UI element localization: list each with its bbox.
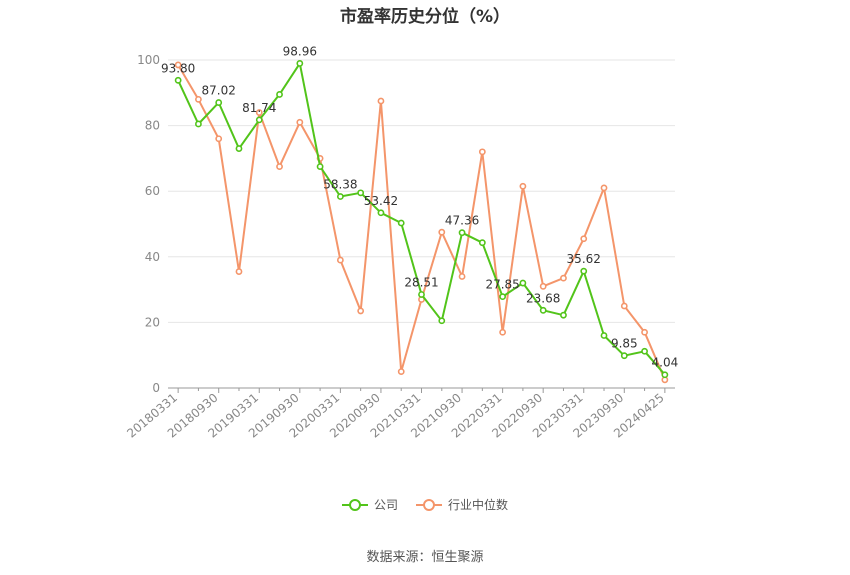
data-point	[397, 368, 405, 375]
legend-marker-company	[341, 498, 368, 512]
data-point	[641, 347, 648, 355]
data-point	[195, 120, 202, 128]
data-point	[357, 189, 365, 197]
data-point	[418, 291, 425, 298]
chart-title: 市盈率历史分位（%）	[339, 7, 511, 27]
data-label: 53.42	[364, 194, 398, 208]
data-label: 93.80	[161, 61, 195, 75]
legend-label-company: 公司	[373, 498, 398, 512]
y-tick-label: 80	[145, 119, 160, 133]
data-point	[276, 163, 283, 170]
data-point	[276, 91, 283, 98]
data-point	[458, 273, 466, 280]
data-point	[519, 182, 527, 190]
legend: 公司 行业中位数	[0, 496, 850, 513]
data-point	[296, 118, 304, 126]
y-tick-label: 60	[145, 184, 160, 198]
data-point	[580, 235, 588, 243]
data-point	[560, 274, 567, 282]
data-point	[478, 148, 486, 156]
data-point	[458, 229, 466, 237]
data-point	[336, 256, 344, 264]
data-label: 81.74	[242, 101, 276, 115]
data-label: 28.51	[404, 275, 438, 289]
data-point	[600, 184, 608, 192]
y-tick-label: 100	[137, 53, 160, 67]
data-point	[316, 163, 324, 170]
legend-marker-industry-median	[416, 498, 442, 512]
data-point	[600, 332, 608, 339]
data-point	[580, 267, 588, 275]
data-point	[235, 268, 243, 275]
data-point	[336, 193, 344, 200]
series-layer	[174, 60, 669, 384]
data-point	[357, 307, 365, 315]
data-label: 98.96	[283, 44, 317, 58]
legend-item-company[interactable]: 公司	[341, 496, 398, 513]
data-point	[539, 282, 547, 290]
data-point	[377, 209, 385, 217]
data-label: 4.04	[652, 356, 679, 370]
data-label-layer: 93.80 87.02 81.74 98.96 58.38 53.42 28.51 47.36…	[161, 44, 678, 369]
data-point	[641, 328, 648, 336]
data-point	[215, 99, 223, 106]
data-point	[661, 371, 669, 379]
data-point	[195, 95, 202, 103]
data-point	[499, 328, 507, 336]
grid-layer	[168, 59, 675, 323]
data-point	[377, 97, 385, 105]
data-point	[519, 279, 527, 287]
data-label: 9.85	[611, 337, 638, 351]
data-label: 35.62	[567, 252, 601, 266]
data-point	[620, 302, 628, 310]
data-point	[174, 76, 182, 84]
data-point	[539, 306, 547, 314]
data-point	[438, 228, 446, 236]
data-label: 23.68	[526, 291, 560, 305]
y-tick-label: 40	[145, 250, 160, 264]
data-point	[560, 311, 567, 319]
data-point	[438, 317, 446, 325]
data-label: 47.36	[445, 214, 479, 228]
data-point	[296, 60, 304, 67]
legend-label-industry-median: 行业中位数	[448, 498, 509, 512]
axis-layer: 0204060801002018033120180930201903312019…	[124, 53, 675, 441]
data-point	[499, 293, 507, 301]
data-point	[215, 135, 223, 143]
data-point	[255, 116, 263, 124]
data-point	[478, 239, 486, 247]
data-point	[174, 61, 182, 69]
data-point	[235, 145, 243, 152]
data-point	[620, 352, 628, 360]
data-point	[397, 219, 405, 227]
data-point	[255, 109, 263, 116]
legend-item-industry-median[interactable]: 行业中位数	[416, 496, 508, 513]
data-label: 87.02	[202, 84, 236, 98]
y-tick-label: 20	[145, 315, 160, 329]
y-tick-label: 0	[152, 381, 160, 395]
data-label: 27.85	[485, 278, 519, 292]
data-label: 58.38	[323, 178, 357, 192]
source-note: 数据来源：恒生聚源	[366, 550, 484, 565]
